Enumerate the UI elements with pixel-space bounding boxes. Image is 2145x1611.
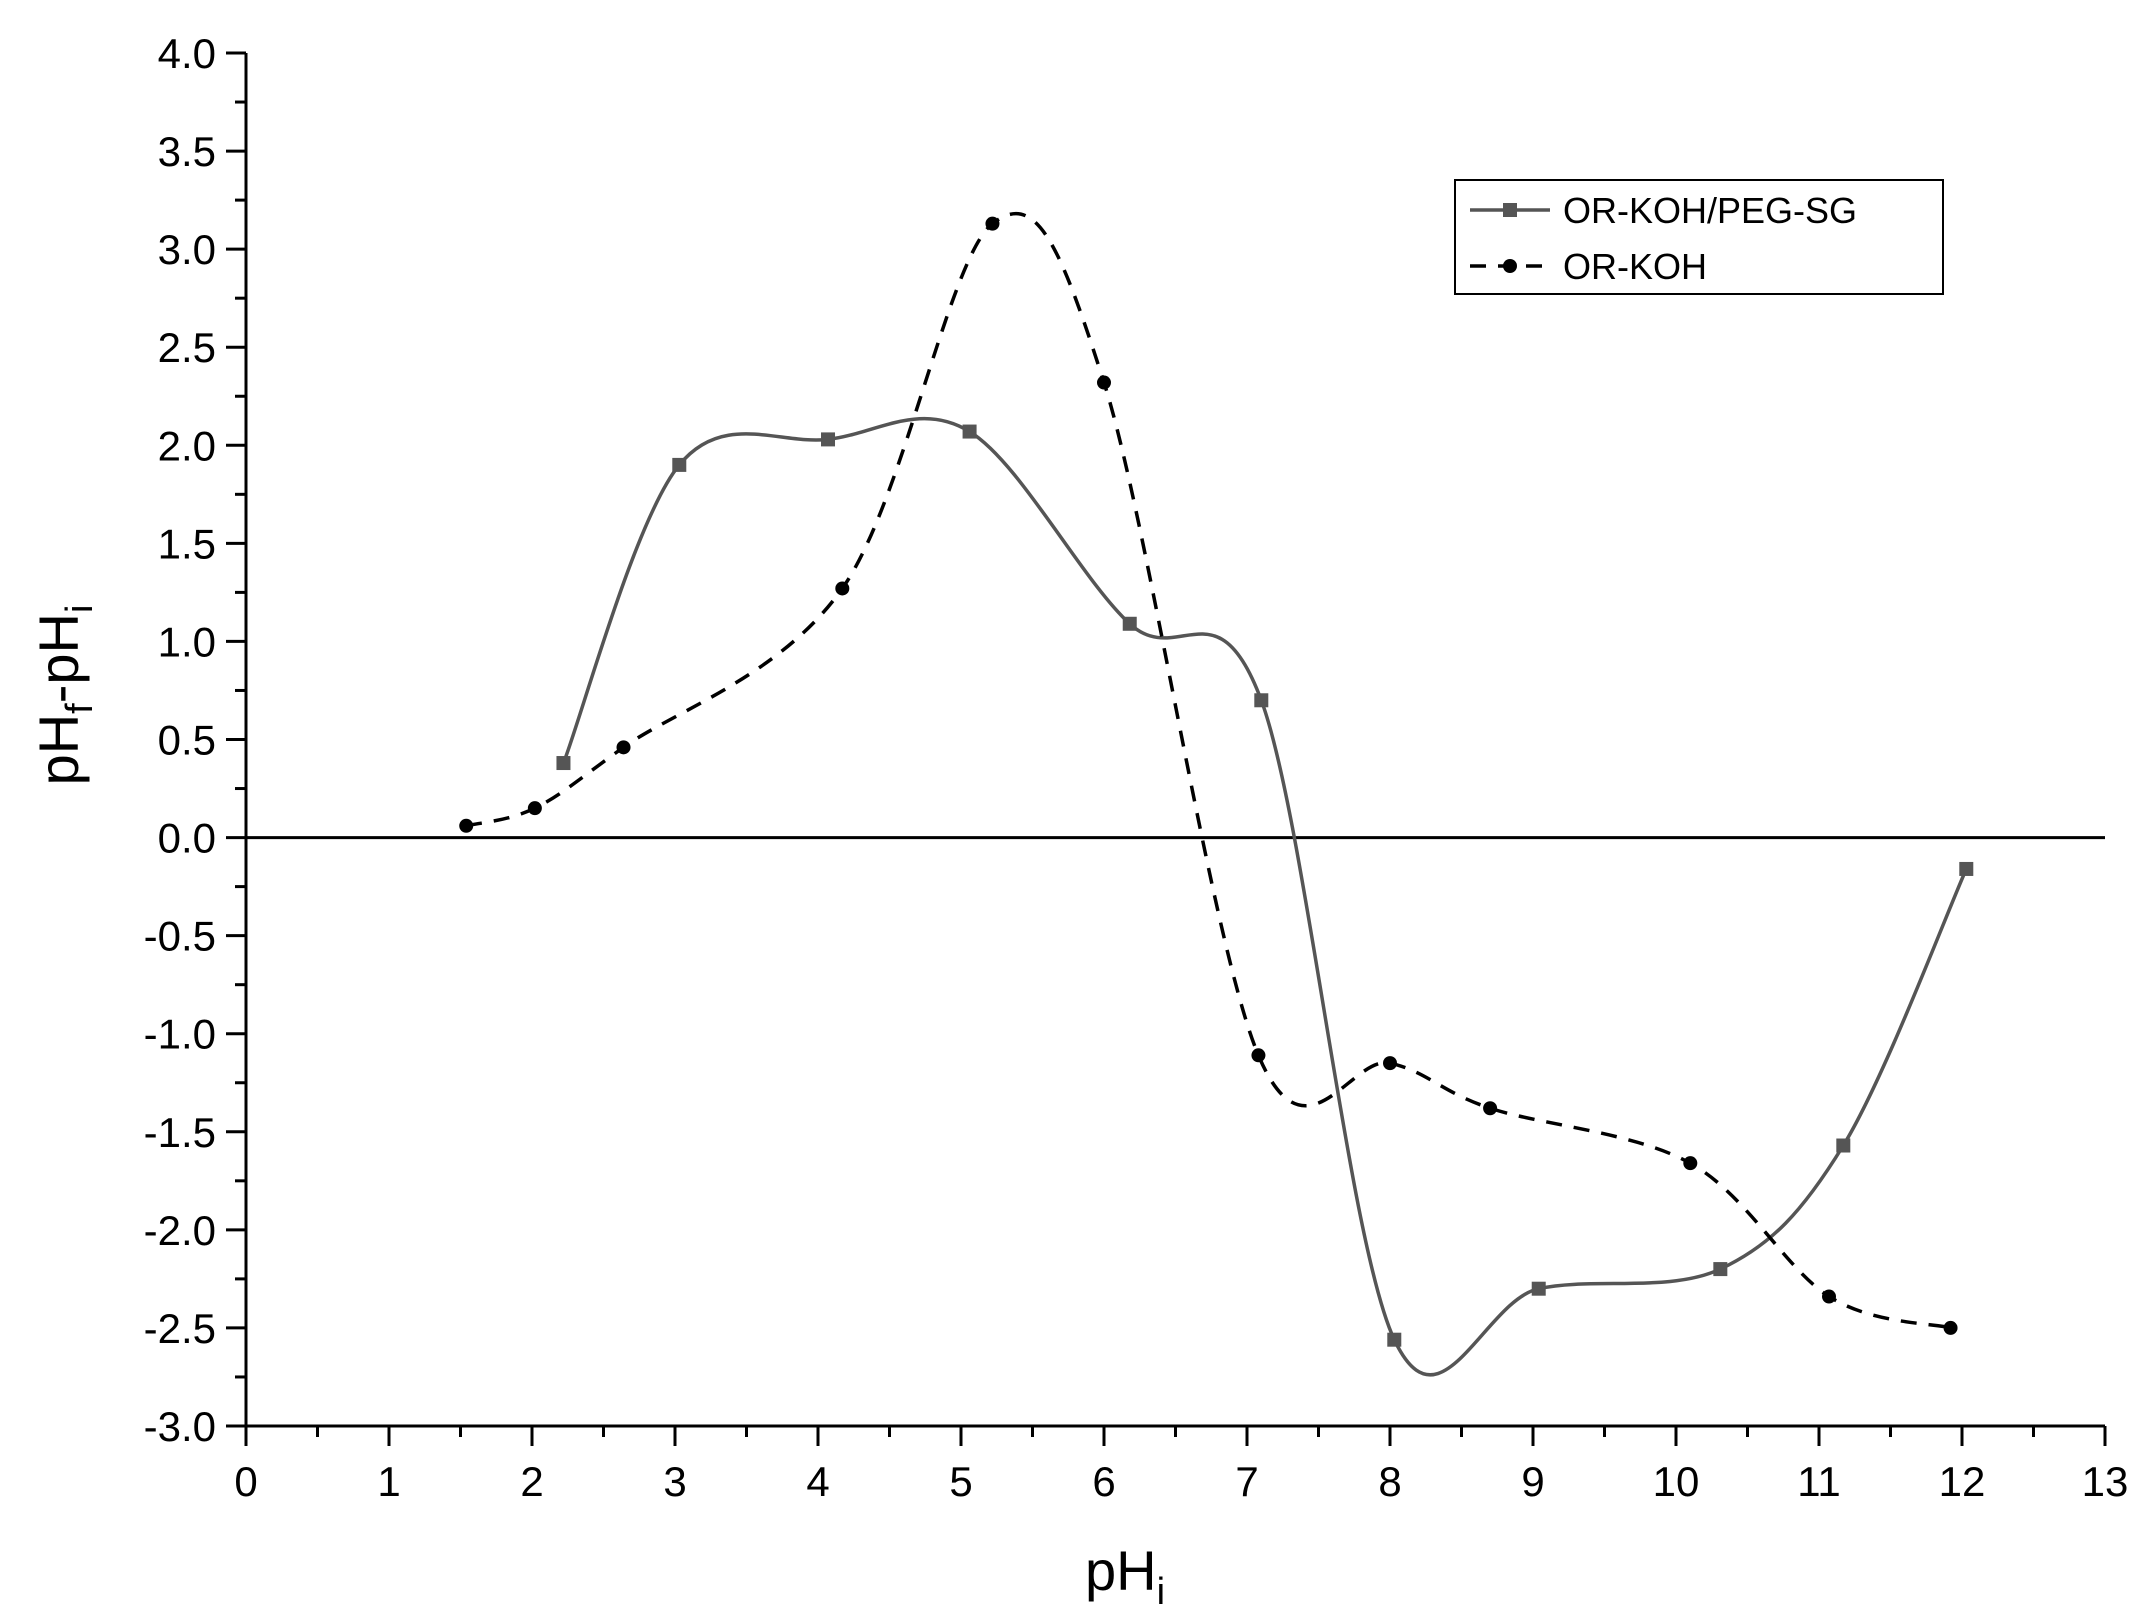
legend-marker-series-2 (1503, 259, 1517, 273)
y-axis-title-part-1: pH (27, 714, 90, 786)
tick-labels: 0 1 2 3 4 5 6 7 8 9 10 11 12 134.03.53.02.52.01.51.00… (144, 30, 2129, 1505)
y-tick-label: 1.0 (158, 618, 216, 665)
data-point-square (821, 432, 836, 447)
data-point-square (1531, 1281, 1546, 1296)
data-point-circle (527, 801, 542, 816)
y-axis-title-part-2: -pH (27, 613, 90, 703)
x-tick-label: 4 (806, 1458, 829, 1505)
legend-item-series-1: OR-KOH/PEG-SG (1470, 190, 1857, 231)
data-point-circle (1251, 1048, 1266, 1063)
y-tick-label: 2.5 (158, 324, 216, 371)
series-line-2 (465, 211, 1952, 1330)
legend-label-series-2: OR-KOH (1563, 246, 1707, 287)
x-tick-label: 8 (1378, 1458, 1401, 1505)
y-tick-label: 3.0 (158, 226, 216, 273)
data-point-circle (835, 581, 850, 596)
data-point-circle (1097, 375, 1111, 390)
legend-label-series-1: OR-KOH/PEG-SG (1563, 190, 1857, 231)
x-tick-label: 1 (377, 1458, 400, 1505)
x-axis-title: pHi (1085, 1539, 1165, 1611)
data-point-circle (616, 740, 631, 755)
series-1 (556, 416, 1974, 1377)
x-tick-label: 7 (1235, 1458, 1258, 1505)
y-tick-label: 0.0 (158, 815, 216, 862)
x-tick-label: 2 (520, 1458, 543, 1505)
ticks (226, 51, 2107, 1446)
data-point-square (962, 424, 977, 439)
data-point-circle (985, 216, 1000, 231)
y-tick-label: 2.0 (158, 422, 216, 469)
data-point-square (1122, 616, 1137, 631)
x-axis-title-sub: i (1157, 1571, 1165, 1611)
legend-box (1454, 179, 1944, 295)
y-axis-title: pHf-pHi (27, 605, 101, 786)
y-axis-title-sub-2: i (59, 605, 101, 613)
legend-marker-series-1 (1503, 203, 1517, 217)
x-tick-label: 10 (1653, 1458, 1700, 1505)
legend-item-series-2: OR-KOH (1470, 246, 1707, 287)
y-tick-label: -3.0 (144, 1403, 216, 1450)
y-tick-label: -2.5 (144, 1305, 216, 1352)
data-point-circle (1383, 1056, 1397, 1071)
data-point-circle (1822, 1289, 1837, 1304)
x-tick-label: 12 (1939, 1458, 1986, 1505)
data-point-square (556, 756, 571, 771)
data-point-square (672, 457, 687, 472)
x-tick-label: 0 (234, 1458, 257, 1505)
data-point-square (1836, 1138, 1851, 1153)
y-tick-label: -0.5 (144, 913, 216, 960)
data-point-square (1713, 1262, 1728, 1277)
x-tick-label: 6 (1092, 1458, 1115, 1505)
legend: OR-KOH/PEG-SG OR-KOH (1454, 179, 1944, 295)
data-point-circle (1943, 1320, 1958, 1335)
data-point-circle (1483, 1101, 1498, 1116)
y-axis-title-sub-1: f (59, 703, 101, 714)
y-tick-label: -2.0 (144, 1207, 216, 1254)
series-line-1 (561, 416, 1968, 1377)
y-tick-label: 4.0 (158, 30, 216, 77)
x-tick-label: 3 (663, 1458, 686, 1505)
x-tick-label: 5 (949, 1458, 972, 1505)
x-tick-label: 9 (1521, 1458, 1544, 1505)
y-tick-label: 0.5 (158, 717, 216, 764)
data-point-square (1254, 693, 1269, 708)
y-tick-label: 3.5 (158, 128, 216, 175)
data-point-square (1387, 1332, 1402, 1347)
y-tick-label: 1.5 (158, 520, 216, 567)
series-2 (459, 211, 1958, 1335)
y-tick-label: -1.0 (144, 1011, 216, 1058)
data-point-circle (1683, 1156, 1698, 1171)
series-layer (459, 211, 1974, 1377)
x-tick-label: 11 (1797, 1458, 1841, 1505)
data-point-circle (459, 818, 474, 833)
data-point-square (1959, 861, 1974, 876)
x-tick-label: 13 (2082, 1458, 2129, 1505)
y-tick-label: -1.5 (144, 1109, 216, 1156)
x-axis-title-main: pH (1085, 1539, 1157, 1602)
